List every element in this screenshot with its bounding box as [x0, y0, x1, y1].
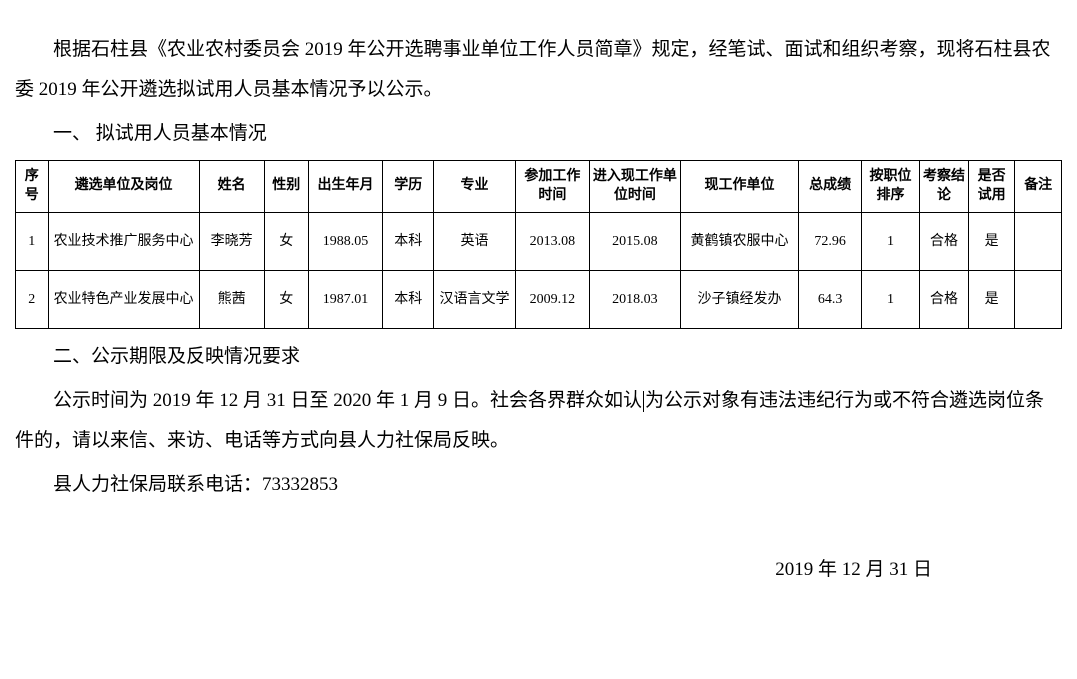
cell-worktime: 2013.08 [515, 212, 589, 270]
header-score: 总成绩 [799, 160, 862, 212]
cell-exam: 合格 [920, 270, 969, 328]
cell-unit: 农业技术推广服务中心 [48, 212, 199, 270]
cell-currentunit: 黄鹤镇农服中心 [680, 212, 799, 270]
section2-heading: 二、公示期限及反映情况要求 [15, 337, 1062, 377]
cell-trial: 是 [968, 270, 1014, 328]
section1-heading: 一、 拟试用人员基本情况 [15, 114, 1062, 154]
cell-rank: 1 [861, 212, 919, 270]
header-seq: 序号 [16, 160, 49, 212]
cell-gender: 女 [264, 270, 308, 328]
header-currentunit: 现工作单位 [680, 160, 799, 212]
text-cursor [643, 391, 644, 412]
cell-major: 汉语言文学 [434, 270, 515, 328]
table-row: 1 农业技术推广服务中心 李晓芳 女 1988.05 本科 英语 2013.08… [16, 212, 1062, 270]
section2-p1-part-a: 公示时间为 2019 年 12 月 31 日至 2020 年 1 月 9 日。社… [53, 390, 642, 411]
cell-currentunit: 沙子镇经发办 [680, 270, 799, 328]
header-gender: 性别 [264, 160, 308, 212]
header-name: 姓名 [199, 160, 264, 212]
footer-date: 2019 年 12 月 31 日 [15, 554, 1062, 581]
cell-score: 72.96 [799, 212, 862, 270]
cell-remark [1015, 270, 1062, 328]
cell-edu: 本科 [383, 212, 434, 270]
header-rank: 按职位排序 [861, 160, 919, 212]
header-major: 专业 [434, 160, 515, 212]
cell-unit: 农业特色产业发展中心 [48, 270, 199, 328]
intro-paragraph: 根据石柱县《农业农村委员会 2019 年公开选聘事业单位工作人员简章》规定，经笔… [15, 30, 1062, 110]
section2-paragraph1: 公示时间为 2019 年 12 月 31 日至 2020 年 1 月 9 日。社… [15, 381, 1062, 461]
table-header-row: 序号 遴选单位及岗位 姓名 性别 出生年月 学历 专业 参加工作时间 进入现工作… [16, 160, 1062, 212]
candidates-table: 序号 遴选单位及岗位 姓名 性别 出生年月 学历 专业 参加工作时间 进入现工作… [15, 160, 1062, 329]
section2-paragraph2: 县人力社保局联系电话：73332853 [15, 465, 1062, 505]
header-worktime: 参加工作时间 [515, 160, 589, 212]
cell-edu: 本科 [383, 270, 434, 328]
cell-birth: 1987.01 [308, 270, 382, 328]
cell-remark [1015, 212, 1062, 270]
header-exam: 考察结论 [920, 160, 969, 212]
cell-currentworktime: 2018.03 [590, 270, 681, 328]
header-remark: 备注 [1015, 160, 1062, 212]
cell-currentworktime: 2015.08 [590, 212, 681, 270]
cell-trial: 是 [968, 212, 1014, 270]
cell-birth: 1988.05 [308, 212, 382, 270]
table-row: 2 农业特色产业发展中心 熊茜 女 1987.01 本科 汉语言文学 2009.… [16, 270, 1062, 328]
cell-name: 熊茜 [199, 270, 264, 328]
cell-gender: 女 [264, 212, 308, 270]
cell-worktime: 2009.12 [515, 270, 589, 328]
header-birth: 出生年月 [308, 160, 382, 212]
cell-name: 李晓芳 [199, 212, 264, 270]
header-unit: 遴选单位及岗位 [48, 160, 199, 212]
header-currentworktime: 进入现工作单位时间 [590, 160, 681, 212]
cell-rank: 1 [861, 270, 919, 328]
cell-seq: 1 [16, 212, 49, 270]
header-trial: 是否试用 [968, 160, 1014, 212]
cell-score: 64.3 [799, 270, 862, 328]
cell-exam: 合格 [920, 212, 969, 270]
cell-seq: 2 [16, 270, 49, 328]
cell-major: 英语 [434, 212, 515, 270]
header-edu: 学历 [383, 160, 434, 212]
